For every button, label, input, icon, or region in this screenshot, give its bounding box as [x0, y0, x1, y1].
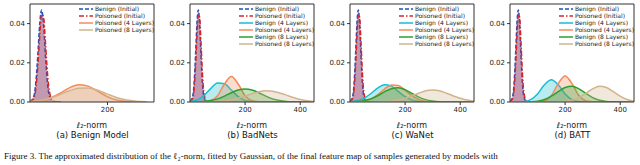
html-text:Poisoned (8 Layers): Poisoned (8 Layers): [95, 26, 154, 33]
html-text:(c) WaNet: (c) WaNet: [391, 130, 434, 140]
svg-text:ℓ₂-norm: ℓ₂-norm: [236, 121, 268, 128]
svg-text:0.04: 0.04: [329, 20, 345, 28]
html-text:Poisoned (8 Layers): Poisoned (8 Layers): [575, 40, 634, 47]
html-text:Benign (4 Layers): Benign (4 Layers): [415, 19, 468, 26]
svg-text:0.02: 0.02: [9, 59, 25, 67]
svg-text:ℓ₂-norm: ℓ₂-norm: [396, 121, 428, 128]
svg-text:0.02: 0.02: [489, 59, 505, 67]
svg-text:ℓ₂-norm: ℓ₂-norm: [556, 121, 588, 128]
html-text:Benign (Initial): Benign (Initial): [415, 5, 460, 12]
html-text:(b) BadNets: (b) BadNets: [227, 130, 278, 140]
html-text:Benign (8 Layers): Benign (8 Layers): [575, 33, 628, 40]
svg-text:0.04: 0.04: [169, 20, 185, 28]
html-text:Poisoned (4 Layers): Poisoned (4 Layers): [95, 19, 154, 26]
html-text:Poisoned (Initial): Poisoned (Initial): [415, 12, 465, 19]
svg-text:400: 400: [614, 106, 627, 114]
svg-text:0.00: 0.00: [329, 98, 345, 106]
svg-text:200: 200: [558, 106, 571, 114]
svg-text:400: 400: [294, 106, 307, 114]
svg-text:400: 400: [454, 106, 467, 114]
html-text:Poisoned (Initial): Poisoned (Initial): [95, 12, 145, 19]
html-text:Poisoned (8 Layers): Poisoned (8 Layers): [255, 40, 314, 47]
html-text:Benign (4 Layers): Benign (4 Layers): [255, 19, 308, 26]
svg-text:0.02: 0.02: [169, 59, 185, 67]
html-text:Benign (8 Layers): Benign (8 Layers): [255, 33, 308, 40]
svg-text:200: 200: [238, 106, 251, 114]
svg-text:0.00: 0.00: [9, 98, 25, 106]
html-text:(a) Benign Model: (a) Benign Model: [56, 130, 129, 140]
html-text:Poisoned (Initial): Poisoned (Initial): [575, 12, 625, 19]
svg-text:0.04: 0.04: [489, 20, 505, 28]
svg-text:200: 200: [398, 106, 411, 114]
svg-text:0.04: 0.04: [9, 20, 25, 28]
svg-text:0.00: 0.00: [489, 98, 505, 106]
svg-text:ℓ₂-norm: ℓ₂-norm: [76, 121, 108, 128]
svg-text:0.00: 0.00: [169, 98, 185, 106]
html-text:Poisoned (8 Layers): Poisoned (8 Layers): [415, 40, 474, 47]
html-text:Poisoned (4 Layers): Poisoned (4 Layers): [255, 26, 314, 33]
html-text:(d) BATT: (d) BATT: [554, 130, 591, 140]
html-text:Poisoned (4 Layers): Poisoned (4 Layers): [575, 26, 634, 33]
html-text:Benign (Initial): Benign (Initial): [255, 5, 300, 12]
html-text:Benign (8 Layers): Benign (8 Layers): [415, 33, 468, 40]
html-text:Poisoned (4 Layers): Poisoned (4 Layers): [415, 26, 474, 33]
html-text:Benign (Initial): Benign (Initial): [95, 5, 140, 12]
html-text:Benign (4 Layers): Benign (4 Layers): [575, 19, 628, 26]
html-text:Benign (Initial): Benign (Initial): [575, 5, 620, 12]
svg-text:200: 200: [101, 106, 114, 114]
svg-text:0.02: 0.02: [329, 59, 345, 67]
html-text:Figure 3. The approximated dis: Figure 3. The approximated distribution …: [4, 151, 498, 161]
html-text:Poisoned (Initial): Poisoned (Initial): [255, 12, 305, 19]
